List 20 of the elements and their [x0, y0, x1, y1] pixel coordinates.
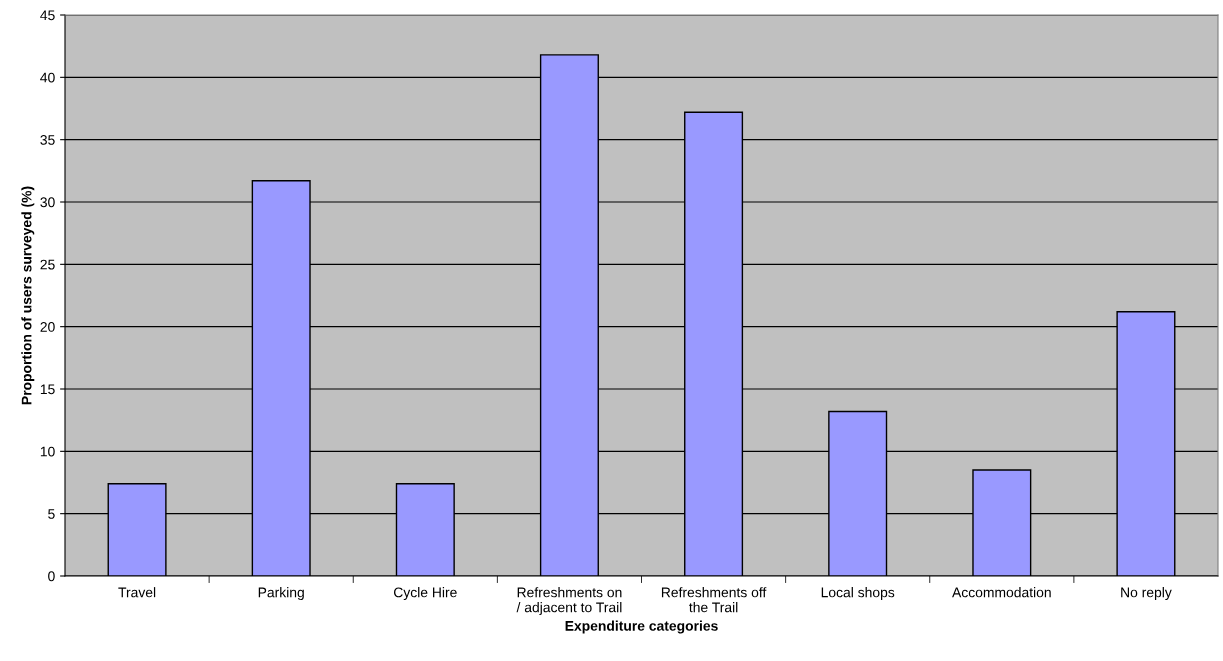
y-tick-label: 10 — [40, 446, 55, 457]
y-tick-label: 25 — [40, 259, 55, 270]
y-tick-label: 35 — [40, 135, 55, 145]
x-tick-label: Accommodation — [952, 587, 1051, 598]
x-tick-label: Cycle Hire — [393, 587, 457, 601]
y-tick-label: 20 — [40, 322, 55, 332]
y-tick-label: 5 — [48, 509, 55, 519]
y-tick-label: 45 — [40, 10, 55, 21]
x-tick-label: Refreshments off the Trail — [661, 587, 767, 613]
x-tick-label: Parking — [258, 587, 304, 601]
x-tick-label: Travel — [118, 587, 156, 598]
y-tick-label: 15 — [40, 384, 55, 395]
y-tick-label: 40 — [40, 72, 55, 83]
x-tick-label: Local shops — [821, 587, 895, 601]
x-tick-label: Refreshments on / adjacent to Trail — [516, 587, 622, 616]
y-tick-label: 30 — [40, 197, 55, 208]
y-tick-label: 0 — [48, 571, 55, 582]
x-axis-title: Expenditure categories — [565, 620, 718, 634]
y-axis-title: Proportion of users surveyed (%) — [21, 186, 35, 405]
x-tick-label: No reply — [1121, 587, 1172, 601]
